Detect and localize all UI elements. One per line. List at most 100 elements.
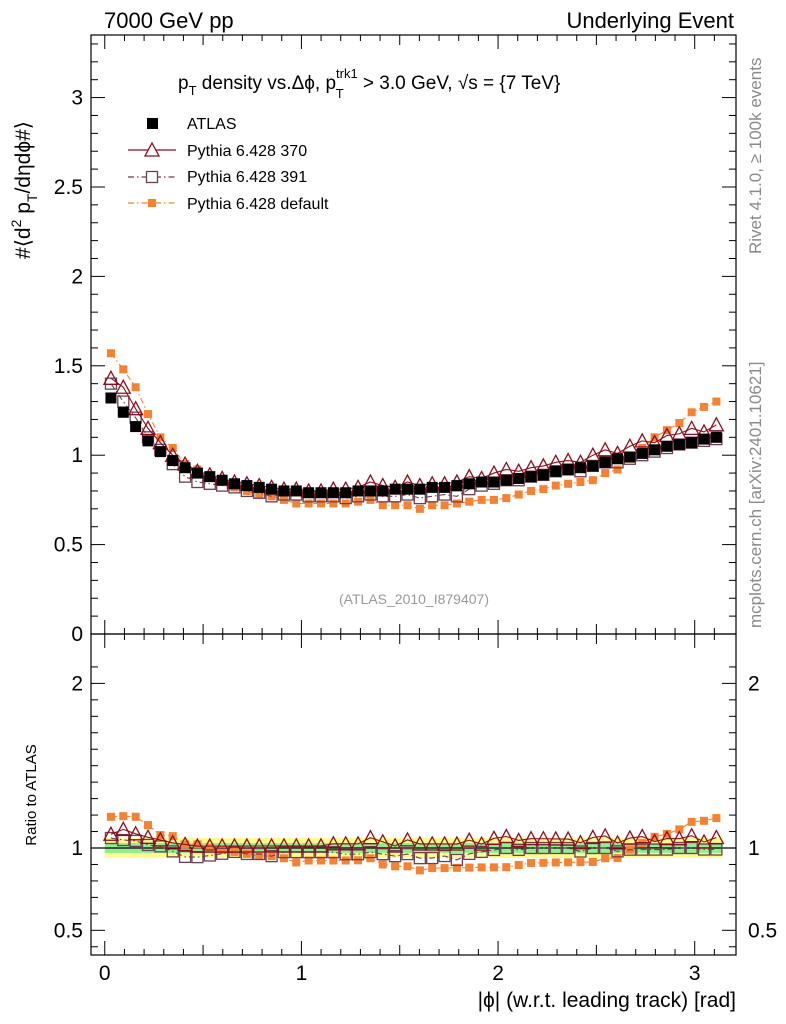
data-point-pythia-6-428-default	[489, 495, 498, 504]
ratio-point-pythia-6-428-default	[119, 812, 128, 821]
data-point-atlas	[191, 467, 203, 479]
data-point-atlas	[327, 487, 339, 499]
data-point-atlas	[179, 462, 191, 474]
data-point-pythia-6-428-391	[117, 395, 130, 408]
data-point-pythia-6-428-370	[597, 441, 614, 457]
legend-entry-pythia-default: Pythia 6.428 default	[128, 196, 329, 213]
data-point-pythia-6-428-default	[675, 419, 684, 428]
data-point-atlas	[216, 474, 228, 486]
ratio-point-pythia-6-428-370	[448, 835, 465, 851]
data-point-atlas	[513, 472, 525, 484]
data-point-pythia-6-428-default	[452, 499, 461, 508]
x-axis-title: |ϕ| (w.r.t. leading track) [rad]	[478, 989, 736, 1012]
data-point-atlas	[315, 487, 327, 499]
data-point-pythia-6-428-default	[119, 365, 128, 374]
main-y-tick-label: 2.5	[54, 176, 83, 199]
header-left-label: 7000 GeV pp	[104, 8, 234, 33]
ratio-point-pythia-6-428-default	[502, 863, 511, 872]
data-point-atlas	[389, 483, 401, 495]
data-point-atlas	[117, 406, 129, 418]
legend-label-pythia-default: Pythia 6.428 default	[187, 196, 329, 213]
data-point-atlas	[574, 462, 586, 474]
ratio-point-pythia-6-428-391	[240, 847, 254, 861]
title-sub-2: T	[336, 86, 344, 101]
ratio-point-pythia-6-428-370	[560, 830, 577, 846]
data-point-atlas	[426, 481, 438, 493]
series-line-pythia-6-428-391	[110, 383, 717, 499]
ratio-point-pythia-6-428-370	[535, 830, 552, 846]
ratio-point-pythia-6-428-370	[584, 829, 601, 845]
ratio-point-pythia-6-428-391	[129, 834, 142, 848]
main-y-tick-label: 2	[71, 265, 83, 288]
ratio-point-pythia-6-428-370	[485, 829, 503, 845]
data-point-pythia-6-428-370	[634, 432, 651, 448]
ratio-point-pythia-6-428-370	[374, 833, 391, 849]
ratio-point-pythia-6-428-391	[178, 850, 192, 864]
data-point-pythia-6-428-default	[514, 490, 523, 499]
ratio-y-tick-label-right: 0.5	[748, 919, 777, 942]
ratio-series-layer	[102, 812, 725, 875]
ratio-point-pythia-6-428-370	[115, 821, 132, 837]
ratio-point-pythia-6-428-391	[351, 848, 365, 861]
ratio-point-pythia-6-428-default	[527, 858, 536, 867]
data-point-atlas	[340, 487, 352, 499]
ratio-point-pythia-6-428-370	[399, 831, 416, 847]
ratio-point-pythia-6-428-default	[304, 856, 313, 865]
ylabel-e: /dηdϕ#⟩	[12, 121, 35, 194]
ratio-point-pythia-6-428-391	[475, 845, 488, 859]
ratio-point-pythia-6-428-370	[547, 830, 564, 846]
data-point-pythia-6-428-default	[650, 433, 659, 442]
data-point-pythia-6-428-default	[477, 495, 486, 504]
ratio-point-pythia-6-428-370	[695, 833, 713, 849]
ratio-point-pythia-6-428-default	[712, 814, 721, 823]
ratio-point-pythia-6-428-370	[214, 837, 231, 853]
ratio-point-pythia-6-428-default	[588, 858, 597, 867]
ratio-point-pythia-6-428-default	[539, 858, 548, 867]
ratio-point-pythia-6-428-391	[166, 845, 179, 858]
ratio-point-pythia-6-428-391	[426, 851, 439, 865]
ratio-point-pythia-6-428-default	[489, 863, 498, 872]
legend-label-atlas: ATLAS	[187, 116, 237, 133]
data-point-atlas	[253, 481, 265, 493]
ratio-point-pythia-6-428-default	[428, 864, 437, 873]
ratio-point-pythia-6-428-391	[648, 843, 661, 856]
ratio-point-pythia-6-428-370	[275, 837, 293, 853]
ratio-point-pythia-6-428-default	[662, 829, 671, 838]
main-y-tick-label: 1	[71, 444, 83, 467]
ratio-point-pythia-6-428-default	[576, 858, 585, 867]
ratio-point-pythia-6-428-370	[349, 835, 367, 851]
data-point-atlas	[624, 451, 636, 463]
legend-marker-pythia-391	[145, 170, 159, 184]
ratio-point-pythia-6-428-default	[564, 858, 573, 867]
data-point-atlas	[204, 471, 216, 483]
ratio-point-pythia-6-428-370	[102, 825, 120, 841]
data-point-pythia-6-428-default	[551, 481, 560, 490]
ratio-point-pythia-6-428-370	[708, 829, 725, 845]
ratio-point-pythia-6-428-370	[473, 835, 490, 851]
data-point-pythia-6-428-default	[601, 469, 610, 478]
legend-entry-atlas: ATLAS	[147, 116, 237, 133]
ratio-y-axis-title: Ratio to ATLAS	[23, 744, 40, 845]
data-point-atlas	[686, 437, 698, 449]
ratio-point-pythia-6-428-default	[366, 854, 375, 863]
ratio-point-pythia-6-428-370	[189, 837, 206, 853]
ratio-point-pythia-6-428-370	[522, 830, 540, 846]
ratio-point-pythia-6-428-391	[388, 849, 402, 863]
data-point-pythia-6-428-default	[415, 504, 424, 513]
x-tick-label: 2	[492, 962, 504, 985]
data-point-pythia-6-428-370	[115, 378, 132, 394]
ratio-point-pythia-6-428-default	[551, 858, 560, 867]
legend-entry-pythia-391: Pythia 6.428 391	[128, 169, 307, 186]
data-point-atlas	[710, 431, 722, 443]
data-point-pythia-6-428-default	[440, 501, 449, 510]
title-part-1: p	[178, 73, 189, 94]
data-point-atlas	[599, 456, 611, 468]
ratio-point-pythia-6-428-default	[675, 825, 684, 834]
data-point-atlas	[241, 480, 253, 492]
main-series-layer	[102, 349, 725, 513]
ratio-point-pythia-6-428-391	[265, 849, 278, 863]
ratio-point-pythia-6-428-370	[510, 832, 527, 848]
data-point-atlas	[562, 463, 574, 475]
ratio-point-pythia-6-428-default	[391, 862, 400, 871]
